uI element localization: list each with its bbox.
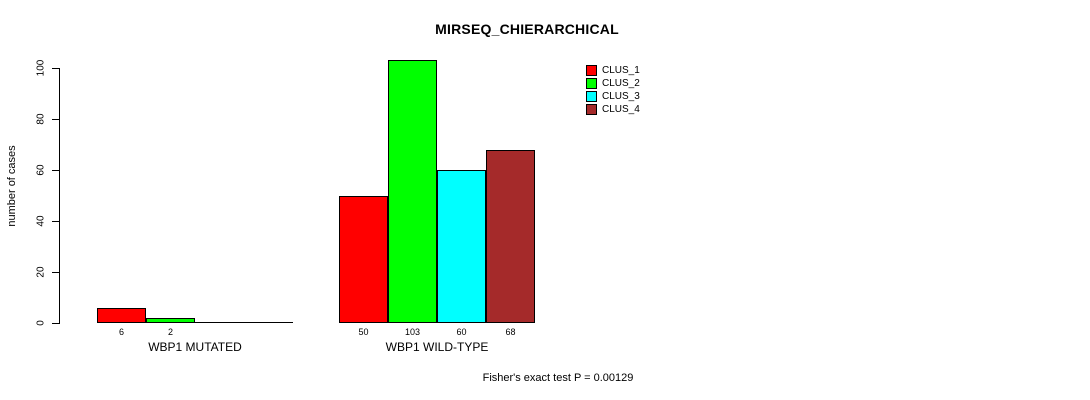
legend-label: CLUS_4 — [602, 104, 640, 115]
y-tick — [52, 221, 59, 222]
y-tick-label: 60 — [35, 164, 47, 176]
x-axis-group-label: WBP1 MUTATED — [148, 340, 242, 354]
legend-label: CLUS_1 — [602, 65, 640, 76]
bar-value-label: 68 — [505, 327, 516, 337]
bar-clus_4 — [486, 150, 535, 323]
y-tick-label: 80 — [35, 113, 47, 125]
y-tick — [52, 272, 59, 273]
legend-swatch-icon — [586, 104, 597, 115]
legend-label: CLUS_3 — [602, 91, 640, 102]
y-tick-label: 40 — [35, 215, 47, 227]
legend: CLUS_1 CLUS_2 CLUS_3 CLUS_4 — [586, 65, 640, 115]
y-tick — [52, 119, 59, 120]
bar-clus_2 — [388, 60, 437, 323]
x-axis-baseline — [97, 322, 293, 323]
bar-clus_1 — [339, 196, 388, 323]
y-tick-label: 20 — [35, 266, 47, 278]
bar-value-label: 6 — [118, 327, 125, 337]
y-axis-line — [59, 68, 60, 324]
y-tick — [52, 68, 59, 69]
legend-label: CLUS_2 — [602, 78, 640, 89]
bar-clus_1 — [97, 308, 146, 323]
legend-swatch-icon — [586, 78, 597, 89]
x-axis-group-label: WBP1 WILD-TYPE — [385, 340, 489, 354]
legend-row: CLUS_1 — [586, 65, 640, 76]
bar-value-label: 50 — [358, 327, 369, 337]
bar-clus_3 — [437, 170, 486, 323]
y-tick-label: 100 — [35, 59, 47, 77]
bar-value-label: 2 — [167, 327, 174, 337]
legend-swatch-icon — [586, 65, 597, 76]
y-tick — [52, 170, 59, 171]
y-axis-label: number of cases — [6, 145, 18, 227]
legend-row: CLUS_4 — [586, 104, 640, 115]
y-tick-label: 0 — [35, 320, 47, 326]
legend-row: CLUS_3 — [586, 91, 640, 102]
legend-swatch-icon — [586, 91, 597, 102]
bar-clus_2 — [146, 318, 195, 323]
bar-value-label: 60 — [456, 327, 467, 337]
chart-title: MIRSEQ_CHIERARCHICAL — [435, 21, 619, 37]
legend-row: CLUS_2 — [586, 78, 640, 89]
footnote: Fisher's exact test P = 0.00129 — [482, 372, 634, 384]
y-tick — [52, 323, 59, 324]
bar-value-label: 103 — [404, 327, 421, 337]
